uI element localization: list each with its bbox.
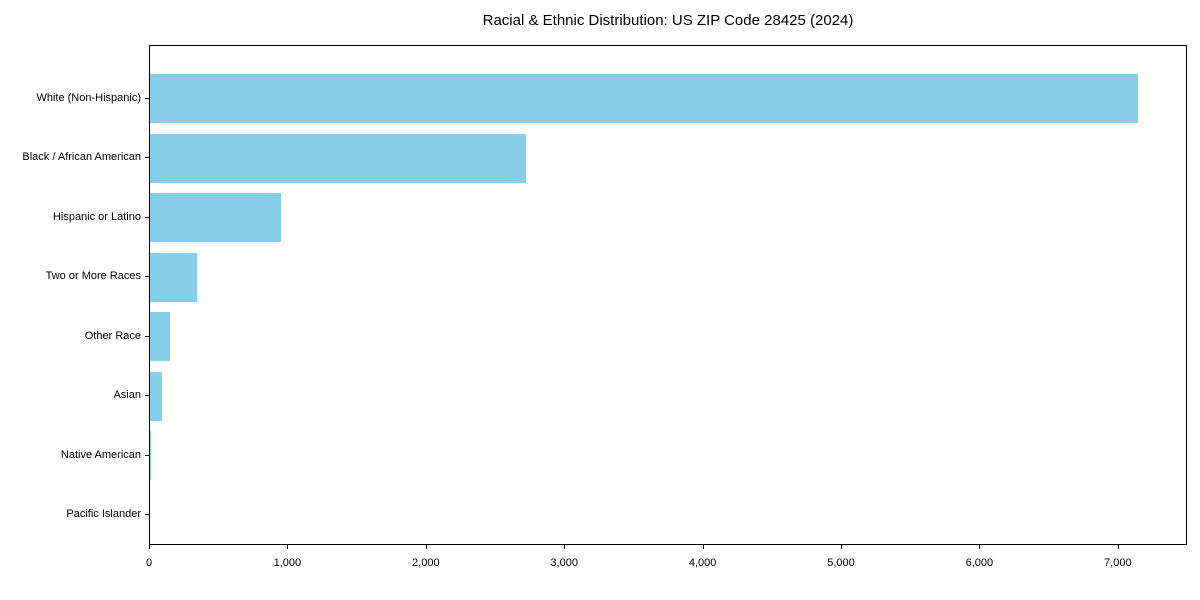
x-tick-mark-7000 — [1117, 545, 1119, 549]
y-tick-label-black-african-american: Black / African American — [22, 151, 141, 164]
bar-other-race — [150, 312, 171, 362]
y-tick-label-hispanic-or-latino: Hispanic or Latino — [52, 210, 141, 223]
x-tick-label-2000: 2,000 — [412, 557, 440, 569]
x-tick-label-1000: 1,000 — [273, 557, 302, 569]
y-tick-label-other-race: Other Race — [84, 329, 141, 342]
x-tick-label-6000: 6,000 — [965, 557, 994, 569]
bar-white-non-hispanic — [150, 74, 1139, 123]
y-tick-mark-other-race — [145, 335, 149, 337]
y-tick-mark-black-african-american — [145, 157, 149, 159]
y-tick-mark-asian — [145, 395, 149, 397]
chart-title: Racial & Ethnic Distribution: US ZIP Cod… — [482, 12, 854, 29]
x-tick-label-0: 0 — [145, 557, 153, 569]
bar-asian — [150, 371, 162, 421]
y-tick-label-white-non-hispanic: White (Non-Hispanic) — [36, 91, 141, 104]
x-tick-label-7000: 7,000 — [1104, 557, 1132, 569]
y-tick-label-asian: Asian — [113, 389, 141, 402]
x-tick-label-4000: 4,000 — [688, 557, 717, 569]
y-tick-mark-native-american — [145, 454, 149, 456]
bar-two-or-more-races — [150, 252, 198, 302]
bar-native-american — [150, 431, 152, 481]
x-tick-mark-0 — [149, 545, 150, 549]
y-tick-mark-pacific-islander — [145, 514, 149, 516]
x-tick-mark-3000 — [564, 545, 566, 549]
x-tick-mark-4000 — [702, 545, 704, 549]
x-tick-label-3000: 3,000 — [550, 557, 578, 569]
y-tick-label-pacific-islander: Pacific Islander — [66, 508, 141, 521]
y-tick-label-two-or-more-races: Two or More Races — [45, 270, 141, 283]
x-tick-mark-5000 — [841, 545, 842, 549]
bar-hispanic-or-latino — [150, 193, 282, 243]
y-tick-mark-white-non-hispanic — [145, 97, 149, 99]
x-tick-mark-6000 — [979, 545, 981, 549]
x-tick-label-5000: 5,000 — [827, 557, 855, 569]
x-tick-mark-1000 — [287, 545, 289, 549]
y-tick-mark-two-or-more-races — [145, 276, 149, 278]
y-tick-label-native-american: Native American — [60, 448, 141, 461]
x-tick-mark-2000 — [425, 545, 427, 549]
plot-area — [149, 45, 1187, 545]
y-tick-mark-hispanic-or-latino — [145, 216, 149, 218]
bar-black-african-american — [150, 133, 527, 183]
